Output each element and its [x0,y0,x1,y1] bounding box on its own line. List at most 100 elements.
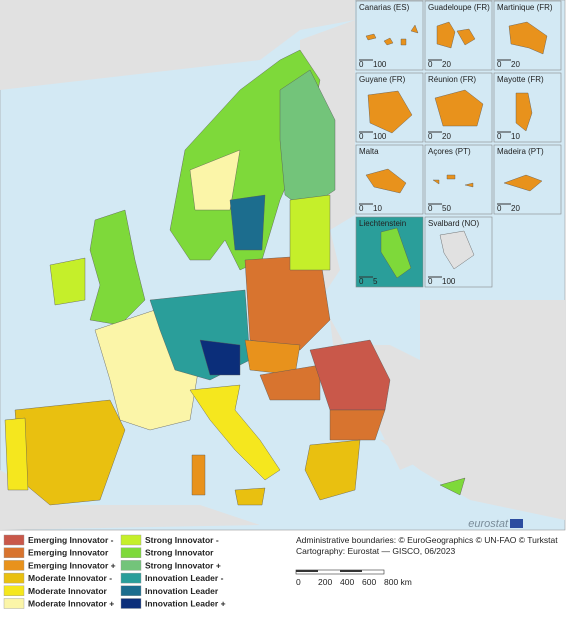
portugal-region [4,417,29,491]
inset-scale-label: 0 [359,204,364,213]
inset-scale-label: 0 [428,204,433,213]
inset-land [434,89,484,127]
romania-region [309,339,391,411]
inset-scale-label: 20 [511,60,520,69]
legend-label: Strong Innovator [145,548,214,558]
inset-title: Açores (PT) [428,147,471,156]
non-eu-land [380,430,565,520]
inset-scale-label: 0 [497,204,502,213]
inset-land [508,21,548,55]
legend-label: Innovation Leader [145,586,219,596]
greece-region [304,439,361,501]
cyprus-region [439,477,466,496]
baltic-region [289,194,331,271]
inset-scale-label: 0 [428,132,433,141]
attribution-line: Administrative boundaries: © EuroGeograp… [296,535,558,545]
legend-label: Moderate Innovator [28,586,108,596]
legend-label: Emerging Innovator + [28,560,116,570]
germany-south-region [199,339,241,376]
inset-title: Guadeloupe (FR) [428,3,490,12]
sardinia-region [191,454,206,496]
scale-bar: 0 200 400 600 800 km [295,569,412,587]
inset-scale-label: 0 [428,277,433,286]
inset-land [380,227,412,279]
inset-scale-label: 50 [442,204,451,213]
inset-land [365,168,407,194]
inset-land [432,174,474,188]
inset-title: Réunion (FR) [428,75,476,84]
eu-flag [510,519,523,528]
inset-frame [355,0,424,71]
inset-land [515,92,533,132]
scale-bar-label: 200 [318,577,332,587]
inset-title: Liechtenstein [359,219,406,228]
legend-label: Emerging Innovator - [28,535,114,545]
legend-swatch [3,560,25,571]
legend-swatch [120,598,142,609]
inset-scale-label: 20 [442,132,451,141]
inset-title: Mayotte (FR) [497,75,544,84]
inset-scale-label: 100 [373,132,387,141]
inset-title: Malta [359,147,379,156]
legend-swatch [120,534,142,546]
scale-bar-label: 600 [362,577,376,587]
legend-swatch [120,547,142,558]
inset-scale-label: 100 [442,277,456,286]
non-eu-land [0,470,260,530]
legend-swatch [120,560,142,571]
non-eu-land [0,0,355,90]
inset-land [365,24,419,46]
inset-frame [355,216,424,288]
inset-scale-label: 0 [497,60,502,69]
sweden-region [229,194,266,251]
inset-title: Canarias (ES) [359,3,410,12]
logo: eurostat [468,518,523,530]
inset-title: Svalbard (NO) [428,219,479,228]
inset-title: Martinique (FR) [497,3,553,12]
legend-label: Innovation Leader + [145,599,226,609]
legend-swatch [3,534,25,546]
legend-swatch [3,598,25,609]
inset-scale-label: 0 [497,132,502,141]
legend-swatch [120,572,142,584]
scale-bar-label: 400 [340,577,354,587]
inset-title: Madeira (PT) [497,147,544,156]
inset-scale-label: 0 [428,60,433,69]
inset-scale-label: 0 [359,277,364,286]
inset-scale-label: 20 [442,60,451,69]
legend-swatch [3,572,25,584]
legend-label: Strong Innovator + [145,560,221,570]
legend-swatch [120,585,142,596]
legend-label: Emerging Innovator [28,548,109,558]
legend: Emerging Innovator - Emerging Innovator Em… [3,534,226,609]
inset-scale-label: 0 [359,60,364,69]
sicily-region [234,487,266,506]
inset-scale-label: 0 [359,132,364,141]
inset-land [367,90,413,134]
inset-land [503,174,543,192]
inset-scale-label: 20 [511,204,520,213]
inset-land [439,230,475,270]
legend-label: Moderate Innovator + [28,599,114,609]
bulgaria-region [329,409,386,441]
legend-label: Innovation Leader - [145,573,224,583]
italy-region [189,384,281,481]
scale-bar-segment [296,570,318,572]
scale-bar-label: 0 [296,577,301,587]
inset-title: Guyane (FR) [359,75,406,84]
legend-label: Moderate Innovator - [28,573,112,583]
scale-bar-label: 800 km [384,577,412,587]
scale-bar-segment [340,570,362,572]
legend-swatch [3,585,25,596]
inset-scale-label: 10 [511,132,520,141]
inset-scale-label: 100 [373,60,387,69]
inset-scale-label: 10 [373,204,382,213]
hungary-region [259,364,321,401]
legend-swatch [3,547,25,558]
legend-label: Strong Innovator - [145,535,219,545]
attribution-line: Cartography: Eurostat — GISCO, 06/2023 [296,546,455,556]
inset-scale-label: 5 [373,277,378,286]
